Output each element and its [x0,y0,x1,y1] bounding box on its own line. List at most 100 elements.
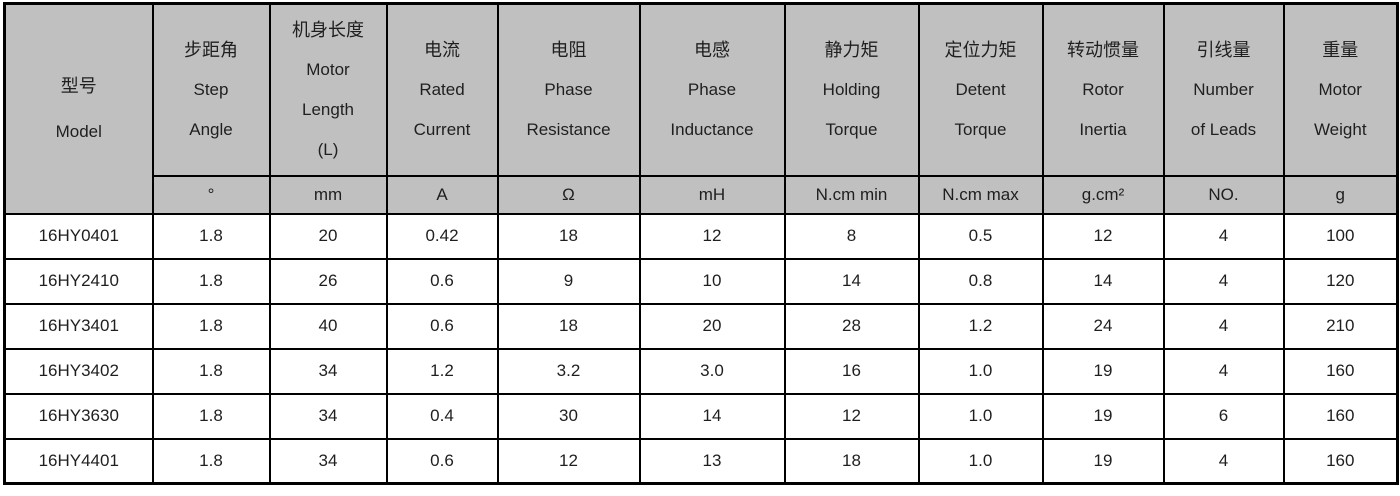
header-cn: 电阻 [550,39,587,60]
table-row: 16HY2410 1.8 26 0.6 9 10 14 0.8 14 4 120 [3,257,1399,305]
cell-step-angle: 1.8 [151,302,271,350]
header-row-units: ° mm A Ω mH N.cm min N.cm max g.cm² NO. … [5,174,1399,215]
header-en: Rotor [1082,79,1124,99]
cell-phase-resistance: 18 [496,302,641,350]
cell-rotor-inertia: 12 [1041,212,1165,260]
header-en: Model [55,121,102,141]
cell-rated-current: 0.4 [385,392,499,440]
cell-phase-resistance: 3.2 [496,347,641,395]
header-en: Length [302,99,354,119]
model-cell: 16HY2410 [3,257,154,305]
cell-holding-torque: 12 [783,392,920,440]
cell-motor-weight: 210 [1282,302,1399,350]
cell-number-of-leads: 4 [1162,257,1285,305]
cell-motor-weight: 160 [1282,437,1399,485]
header-cn: 电感 [694,39,730,60]
header-en: Torque [825,119,878,139]
cell-rotor-inertia: 19 [1041,437,1165,485]
cell-holding-torque: 14 [783,257,920,305]
cell-motor-weight: 160 [1282,392,1399,440]
model-cell: 16HY3630 [3,392,154,440]
cell-motor-length: 40 [268,302,388,350]
unit-rotor-inertia: g.cm² [1041,174,1165,215]
model-cell: 16HY4401 [3,437,154,485]
unit-phase-inductance: mH [638,174,786,215]
header-en: Rated [419,79,465,99]
table-row: 16HY3402 1.8 34 1.2 3.2 3.0 16 1.0 19 4 … [3,347,1399,395]
cell-rated-current: 1.2 [385,347,499,395]
header-cn: 型号 [60,75,97,96]
cell-detent-torque: 1.0 [917,347,1044,395]
cell-detent-torque: 1.2 [917,302,1044,350]
motor-spec-table: 型号 Model 步距角 Step Angle 机身长度 Motor Lengt… [3,2,1399,485]
model-cell: 16HY0401 [3,212,154,260]
col-header-rotor-inertia: 转动惯量 Rotor Inertia [1041,2,1165,177]
header-en: Motor [1318,79,1362,99]
cell-number-of-leads: 4 [1162,302,1285,350]
cell-phase-inductance: 10 [638,257,786,305]
cell-rated-current: 0.42 [385,212,499,260]
header-cn: 机身长度 [292,19,364,40]
header-en: Weight [1313,119,1367,139]
header-en: Step [193,79,229,99]
cell-step-angle: 1.8 [151,347,271,395]
table-row: 16HY0401 1.8 20 0.42 18 12 8 0.5 12 4 10… [3,212,1399,260]
header-en: Phase [687,79,737,99]
header-cn: 重量 [1322,39,1359,60]
cell-motor-length: 34 [268,392,388,440]
col-header-detent-torque: 定位力矩 Detent Torque [917,2,1044,177]
cell-motor-length: 20 [268,212,388,260]
cell-holding-torque: 28 [783,302,920,350]
header-row-labels: 型号 Model 步距角 Step Angle 机身长度 Motor Lengt… [3,2,1399,215]
cell-motor-weight: 120 [1282,257,1399,305]
unit-phase-resistance: Ω [496,174,641,215]
header-cn: 定位力矩 [944,39,1017,60]
cell-phase-resistance: 9 [496,257,641,305]
cell-rated-current: 0.6 [385,302,499,350]
unit-detent-torque: N.cm max [917,174,1044,215]
cell-number-of-leads: 4 [1162,347,1285,395]
header-en: of Leads [1190,119,1257,139]
unit-number-of-leads: NO. [1162,174,1285,215]
col-header-step-angle: 步距角 Step Angle [151,2,271,177]
header-en: Angle [189,119,233,139]
cell-number-of-leads: 6 [1162,392,1285,440]
model-cell: 16HY3402 [3,347,154,395]
cell-phase-inductance: 13 [638,437,786,485]
header-cn: 引线量 [1196,39,1251,60]
unit-holding-torque: N.cm min [783,174,920,215]
cell-phase-inductance: 20 [638,302,786,350]
col-header-model: 型号 Model [3,2,154,215]
cell-holding-torque: 16 [783,347,920,395]
cell-rotor-inertia: 14 [1041,257,1165,305]
cell-motor-weight: 100 [1282,212,1399,260]
col-header-motor-weight: 重量 Motor Weight [1282,2,1399,177]
header-en: Inductance [670,119,754,139]
cell-step-angle: 1.8 [151,437,271,485]
header-en: Number [1193,79,1254,99]
cell-phase-inductance: 14 [638,392,786,440]
cell-motor-length: 34 [268,347,388,395]
header-cn: 静力矩 [824,39,879,60]
cell-number-of-leads: 4 [1162,437,1285,485]
header-en: Detent [955,79,1006,99]
table-row: 16HY4401 1.8 34 0.6 12 13 18 1.0 19 4 16… [3,437,1399,485]
header-en: Torque [954,119,1007,139]
col-header-holding-torque: 静力矩 Holding Torque [783,2,920,177]
col-header-phase-resistance: 电阻 Phase Resistance [496,2,641,177]
model-cell: 16HY3401 [3,302,154,350]
cell-motor-weight: 160 [1282,347,1399,395]
cell-holding-torque: 8 [783,212,920,260]
table-row: 16HY3630 1.8 34 0.4 30 14 12 1.0 19 6 16… [3,392,1399,440]
cell-detent-torque: 1.0 [917,437,1044,485]
header-en: Holding [822,79,881,99]
cell-motor-length: 26 [268,257,388,305]
cell-rotor-inertia: 19 [1041,347,1165,395]
header-en: Current [413,119,471,139]
cell-detent-torque: 0.8 [917,257,1044,305]
col-header-number-of-leads: 引线量 Number of Leads [1162,2,1285,177]
cell-detent-torque: 0.5 [917,212,1044,260]
cell-step-angle: 1.8 [151,257,271,305]
header-en: Resistance [526,119,611,139]
header-en: (L) [317,139,339,159]
